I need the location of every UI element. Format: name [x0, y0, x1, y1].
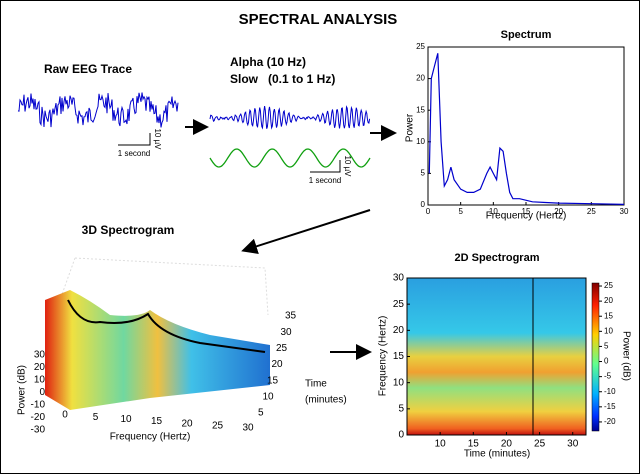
x-tick-label: 0 — [426, 207, 431, 216]
time-tick-label: 30 — [281, 327, 293, 338]
arrow — [241, 209, 371, 254]
time-tick-label: 10 — [263, 391, 275, 402]
x-tick-label: 10 — [120, 414, 132, 425]
x-tick-label: 15 — [468, 439, 480, 450]
colorbar-tick-label: -15 — [604, 402, 616, 411]
slow-label: Slow (0.1 to 1 Hz) — [230, 72, 335, 86]
colorbar-label: Power (dB) — [620, 331, 631, 381]
ridge — [67, 299, 266, 353]
x-tick-label: 25 — [587, 207, 596, 216]
y-tick-label: 15 — [416, 105, 425, 114]
colorbar-tick-label: 20 — [604, 296, 613, 305]
y-tick-label: 0 — [421, 200, 426, 209]
amp-scale: 10 µV — [153, 128, 162, 150]
x-tick-label: 20 — [501, 439, 513, 450]
x-tick-label: 20 — [554, 207, 563, 216]
x-tick-label: 30 — [567, 439, 579, 450]
y-tick-label: 20 — [416, 74, 425, 83]
power-tick-label: -30 — [31, 425, 46, 436]
alpha-label: Alpha (10 Hz) — [230, 55, 306, 69]
spectrogram-image — [406, 277, 587, 436]
y-tick-label: 25 — [393, 299, 405, 310]
scale-bar — [310, 160, 341, 173]
time-scale: 1 second — [118, 149, 150, 158]
surface — [45, 290, 270, 410]
y-tick-label: 5 — [398, 403, 404, 414]
y-tick-label: 15 — [393, 351, 405, 362]
time-tick-label: 25 — [276, 343, 288, 354]
raw-label: Raw EEG Trace — [44, 62, 132, 76]
x-tick-label: 20 — [181, 418, 193, 429]
xlabel: Time (minutes) — [464, 449, 530, 460]
x-tick-label: 30 — [620, 207, 629, 216]
power-tick-label: 30 — [34, 350, 46, 361]
x-tick-label: 15 — [522, 207, 531, 216]
y-tick-label: 5 — [421, 169, 426, 178]
raw-trace — [17, 92, 179, 128]
amp-scale: 10 µV — [343, 155, 352, 177]
y-tick-label: 0 — [398, 430, 404, 441]
x-tick-label: 0 — [62, 410, 68, 421]
y-tick-label: 25 — [416, 42, 425, 51]
spectrum-axes — [427, 46, 625, 206]
spectrum-line — [428, 53, 625, 205]
time-tick-label: 20 — [272, 359, 284, 370]
y-tick-label: 10 — [393, 377, 405, 388]
xlabel: Frequency (Hertz) — [110, 432, 191, 443]
time-tick-label: 15 — [267, 375, 279, 386]
power-tick-label: -10 — [31, 400, 46, 411]
time-tick-label: 35 — [285, 311, 297, 322]
x-tick-label: 10 — [489, 207, 498, 216]
time-unit: (minutes) — [305, 395, 347, 406]
ylabel: Frequency (Hertz) — [378, 316, 389, 397]
spectrum-xlabel: Frequency (Hertz) — [486, 211, 567, 222]
x-tick-label: 5 — [93, 412, 99, 423]
spectrum-ylabel: Power — [405, 113, 416, 142]
colorbar — [591, 282, 600, 432]
x-tick-label: 25 — [534, 439, 546, 450]
y-tick-label: 10 — [416, 137, 425, 146]
zlabel: Power (dB) — [17, 365, 28, 415]
y-tick-label: 20 — [393, 325, 405, 336]
colorbar-tick-label: 0 — [604, 357, 609, 366]
power-tick-label: 0 — [39, 387, 45, 398]
colorbar-tick-label: -10 — [604, 387, 616, 396]
x-tick-label: 15 — [151, 416, 163, 427]
colorbar-tick-label: -20 — [604, 417, 616, 426]
x-tick-label: 30 — [242, 423, 254, 434]
x-tick-label: 10 — [435, 439, 447, 450]
slow-trace — [209, 148, 371, 168]
time-tick-label: 5 — [258, 408, 264, 419]
colorbar-tick-label: 25 — [604, 281, 613, 290]
colorbar-tick-label: -5 — [604, 372, 612, 381]
power-tick-label: 10 — [34, 375, 46, 386]
spectrogram2d-title: 2D Spectrogram — [455, 252, 540, 264]
x-tick-label: 25 — [212, 420, 224, 431]
colorbar-tick-label: 10 — [604, 326, 613, 335]
title: SPECTRAL ANALYSIS — [239, 11, 398, 28]
x-tick-label: 5 — [458, 207, 463, 216]
spectrogram3d-title: 3D Spectrogram — [82, 223, 175, 237]
time-label: Time — [305, 379, 327, 390]
spectrum-title: Spectrum — [501, 29, 552, 41]
power-tick-label: 20 — [34, 362, 46, 373]
scale-bar — [118, 133, 151, 146]
power-tick-label: -20 — [31, 412, 46, 423]
time-scale: 1 second — [309, 176, 341, 185]
colorbar-tick-label: 15 — [604, 311, 613, 320]
y-tick-label: 30 — [393, 273, 405, 284]
colorbar-tick-label: 5 — [604, 342, 609, 351]
alpha-trace — [209, 105, 371, 130]
